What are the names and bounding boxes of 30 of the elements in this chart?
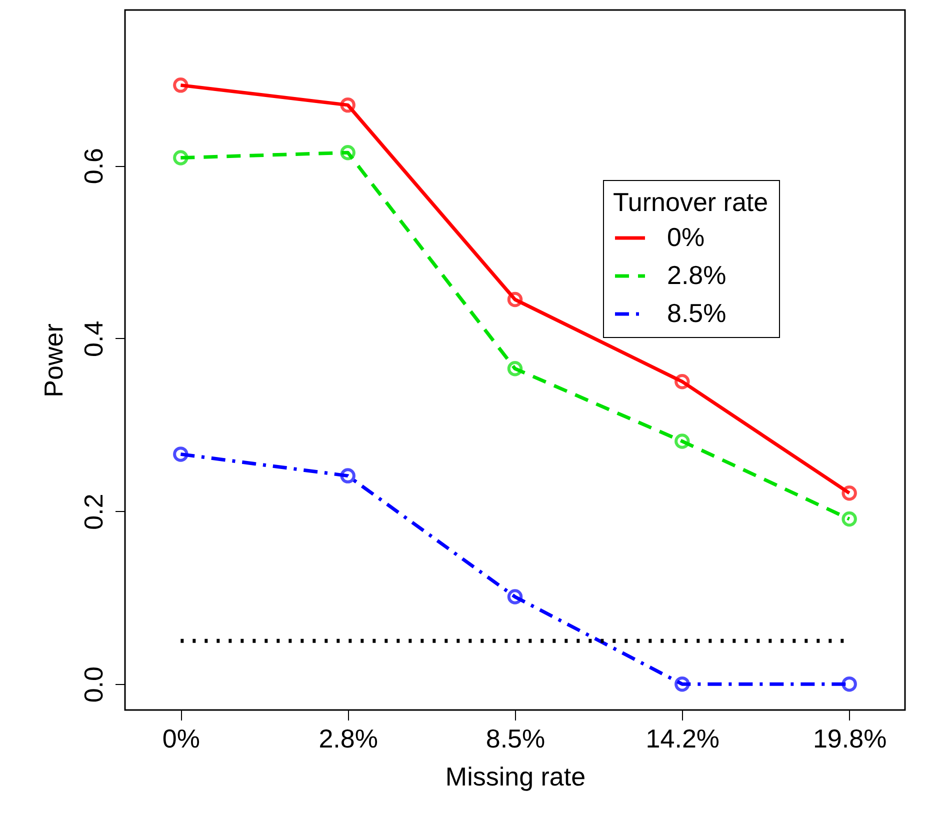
- point: [674, 434, 690, 449]
- point: [842, 676, 857, 692]
- y-tick-label: 0.4: [78, 320, 108, 357]
- y-tick-label: 0.0: [78, 666, 108, 703]
- x-tick-label: 19.8%: [812, 724, 887, 754]
- point: [173, 446, 188, 462]
- x-tick-label: 8.5%: [486, 724, 546, 754]
- point: [674, 676, 690, 692]
- point: [173, 150, 188, 166]
- point: [340, 468, 356, 484]
- point: [674, 374, 690, 390]
- legend-label: 2.8%: [667, 260, 726, 290]
- y-tick-label: 0.2: [78, 494, 108, 530]
- x-axis-title: Missing rate: [445, 762, 586, 792]
- y-axis-title: Power: [38, 323, 68, 398]
- point: [507, 361, 523, 376]
- point: [507, 292, 523, 308]
- legend-label: 8.5%: [667, 298, 726, 328]
- legend-title: Turnover rate: [613, 187, 768, 217]
- legend-label: 0%: [667, 222, 705, 252]
- point: [340, 97, 356, 113]
- point: [842, 511, 857, 527]
- point: [507, 589, 523, 604]
- point: [173, 78, 188, 93]
- point: [842, 485, 857, 501]
- x-tick-label: 2.8%: [318, 724, 378, 754]
- x-tick-label: 0%: [162, 724, 200, 754]
- y-tick-label: 0.6: [78, 148, 108, 184]
- point: [340, 144, 356, 160]
- x-tick-label: 14.2%: [646, 724, 720, 754]
